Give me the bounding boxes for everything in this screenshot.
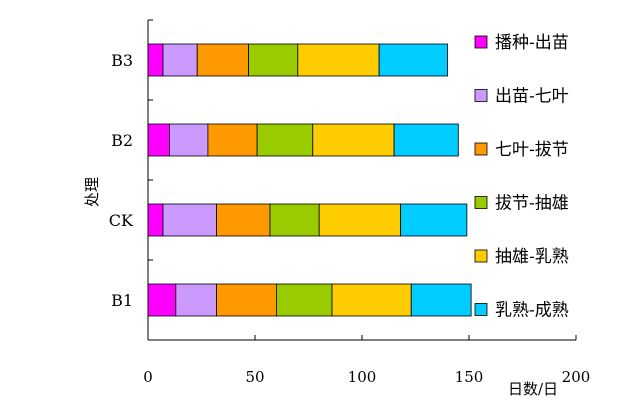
legend-label-3: 七叶-拔节 [495,140,569,160]
x-tick-label: 100 [348,368,377,386]
legend-swatch-1 [474,35,488,49]
x-tick-label: 0 [143,368,153,386]
x-ticks-group: 0 50 100 150 200 [143,335,590,386]
bar-segment-ck-5 [318,203,401,237]
category-label-b1: B1 [111,291,133,310]
bar-segment-b1-2 [175,283,217,317]
bar-segment-ck-6 [400,203,468,237]
legend-label-4: 拔节-抽雄 [495,194,569,214]
category-label-b2: B2 [111,131,133,150]
bar-segment-b1-6 [410,283,472,317]
x-axis-label: 日数/日 [508,380,558,398]
category-label-b3: B3 [111,51,133,70]
bar-segment-b2-5 [312,123,395,157]
legend-label-1: 播种-出苗 [495,33,569,53]
legend-swatch-4 [474,196,488,209]
x-tick-label: 150 [455,368,484,386]
bar-segment-b2-6 [393,123,459,157]
bar-segment-b3-5 [297,43,380,77]
bar-segment-b1-4 [275,283,333,317]
bar-segment-b3-1 [147,43,164,77]
bar-segment-b2-4 [256,123,314,157]
x-tick-label: 200 [562,368,591,386]
legend-swatch-2 [474,89,488,102]
legend-label-6: 乳熟-成熟 [495,300,569,321]
bars-group [147,43,472,317]
legend-swatch-6 [474,303,488,316]
category-label-ck: CK [109,211,134,230]
legend-label-2: 出苗-七叶 [495,87,569,107]
plot-area: 0 50 100 150 200 B3 B2 CK B1 [109,19,590,386]
bar-segment-b1-3 [216,283,277,317]
x-tick-label: 50 [245,368,264,386]
bar-segment-b2-1 [147,123,170,157]
y-ticks-group: B3 B2 CK B1 [109,19,153,341]
bar-segment-b3-3 [196,43,249,77]
bar-segment-ck-3 [216,203,271,237]
bar-segment-b1-1 [147,283,177,317]
bar-segment-b2-2 [168,123,209,157]
bar-segment-b3-2 [162,43,198,77]
y-axis-label: 处理 [83,177,101,207]
bar-segment-ck-4 [269,203,320,237]
bar-segment-b3-4 [248,43,299,77]
bar-segment-b3-6 [378,43,448,77]
bar-segment-b2-3 [207,123,258,157]
legend-label-5: 抽雄-乳熟 [495,246,569,267]
bar-segment-b1-5 [331,283,412,317]
bar-segment-ck-2 [162,203,217,237]
legend-swatch-5 [474,249,488,263]
bar-segment-ck-1 [147,203,164,237]
legend-swatch-3 [474,142,488,156]
